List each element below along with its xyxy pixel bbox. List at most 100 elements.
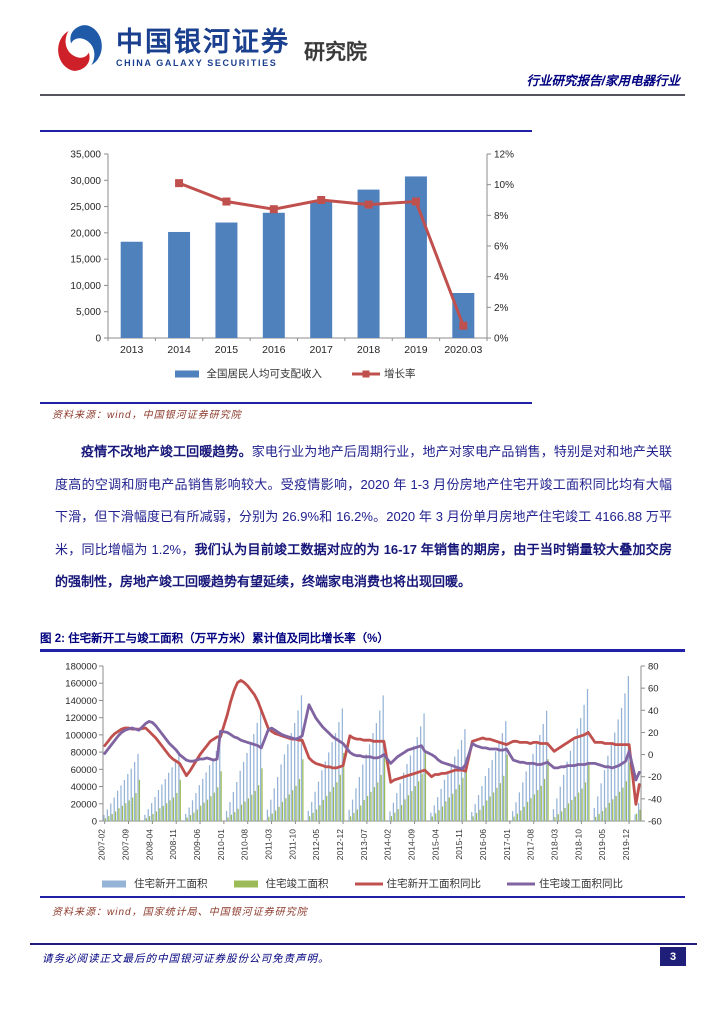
header-divider [40, 94, 685, 96]
svg-text:15,000: 15,000 [70, 255, 101, 266]
legend-item: 增长率 [352, 366, 416, 381]
svg-text:0%: 0% [494, 334, 509, 345]
svg-text:-40: -40 [648, 794, 662, 805]
svg-text:-60: -60 [648, 817, 662, 828]
figure1-bottom-rule [40, 402, 532, 404]
paragraph-emphasis: 我们认为目前竣工数据对应的为 16-17 年销售的期房，由于当时销量较大叠加交房… [55, 541, 672, 590]
figure1-source: 资料来源：wind，中国银河证券研究院 [52, 410, 242, 421]
svg-text:8%: 8% [494, 211, 509, 222]
legend-bar-swatch-icon [174, 370, 199, 377]
svg-text:80000: 80000 [71, 748, 97, 759]
footer-divider [30, 943, 697, 945]
svg-text:100000: 100000 [65, 730, 97, 741]
svg-text:2009-06: 2009-06 [192, 829, 202, 860]
legend-label: 住宅新开工面积同比 [386, 878, 482, 890]
legend-item: 全国居民人均可支配收入 [174, 366, 323, 381]
legend-bar-swatch-icon [102, 880, 126, 887]
svg-text:2019-05: 2019-05 [597, 829, 607, 860]
svg-text:5,000: 5,000 [76, 307, 101, 318]
svg-text:-20: -20 [648, 772, 662, 783]
page-number: 3 [660, 947, 686, 966]
legend-label: 增长率 [384, 368, 416, 380]
figure2-source: 资料来源：wind，国家统计局、中国银河证券研究院 [52, 907, 308, 918]
svg-text:20,000: 20,000 [70, 228, 101, 239]
svg-text:2012-05: 2012-05 [311, 829, 321, 860]
report-type-label: 行业研究报告/家用电器行业 [526, 74, 680, 88]
svg-text:2007-09: 2007-09 [121, 829, 131, 860]
svg-text:60: 60 [648, 684, 659, 695]
body-paragraph: 疫情不改地产竣工回暖趋势。家电行业为地产后周期行业，地产对家电产品销售，特别是对… [55, 436, 672, 599]
svg-text:35,000: 35,000 [70, 150, 101, 161]
svg-text:2007-02: 2007-02 [97, 829, 107, 860]
svg-text:6%: 6% [494, 242, 509, 253]
svg-text:2014-09: 2014-09 [407, 829, 417, 860]
figure2-title-rule [40, 649, 685, 652]
chart2-legend: 住宅新开工面积 住宅竣工面积 住宅新开工面积同比 住宅竣工面积同比 [40, 876, 685, 891]
svg-text:120000: 120000 [65, 713, 97, 724]
legend-label: 住宅竣工面积 [265, 878, 329, 890]
legend-label: 住宅新开工面积 [134, 878, 208, 890]
svg-text:2015-04: 2015-04 [430, 829, 440, 860]
legend-item: 住宅新开工面积同比 [354, 876, 482, 891]
svg-text:2015: 2015 [215, 344, 239, 356]
svg-text:10%: 10% [494, 180, 514, 191]
svg-text:40: 40 [648, 706, 659, 717]
svg-text:2017-08: 2017-08 [526, 829, 536, 860]
legend-line-swatch-icon [352, 370, 380, 377]
legend-item: 住宅竣工面积 [233, 876, 329, 891]
svg-text:80: 80 [648, 662, 659, 673]
svg-text:2011-10: 2011-10 [287, 829, 297, 860]
svg-text:12%: 12% [494, 150, 514, 161]
svg-text:0: 0 [648, 750, 653, 761]
svg-text:20: 20 [648, 728, 659, 739]
galaxy-logo-icon [54, 22, 106, 74]
svg-text:2015-11: 2015-11 [454, 829, 464, 860]
svg-text:2016: 2016 [262, 344, 286, 356]
legend-bar-swatch-icon [233, 880, 258, 887]
svg-text:2011-03: 2011-03 [264, 829, 274, 860]
legend-line-swatch-icon [507, 882, 535, 885]
logo-institute-label: 研究院 [304, 41, 367, 64]
svg-text:30,000: 30,000 [70, 176, 101, 187]
svg-text:2010-01: 2010-01 [216, 829, 226, 860]
svg-text:2013: 2013 [120, 344, 144, 356]
paragraph-body: 家电行业为地产后周期行业，地产对家电产品销售，特别是对和地产关联度高的空调和厨电… [55, 444, 672, 557]
svg-text:2014-02: 2014-02 [383, 829, 393, 860]
housing-area-chart: 0 20000 40000 60000 80000 100000 120000 140000 1… [65, 662, 662, 861]
figure2-title: 图 2: 住宅新开工与竣工面积（万平方米）累计值及同比增长率（%） [40, 633, 389, 645]
legend-item: 住宅新开工面积 [102, 876, 208, 891]
svg-text:10,000: 10,000 [70, 281, 101, 292]
svg-text:0: 0 [92, 817, 97, 828]
svg-text:25,000: 25,000 [70, 202, 101, 213]
svg-text:140000: 140000 [65, 696, 97, 707]
header-logo: 中国银河证券 CHINA GALAXY SECURITIES 研究院 [54, 22, 367, 74]
svg-text:0: 0 [95, 334, 101, 345]
svg-text:20000: 20000 [71, 799, 97, 810]
svg-text:2014: 2014 [167, 344, 191, 356]
chart1-legend: 全国居民人均可支配收入 增长率 [55, 366, 535, 381]
svg-text:2017: 2017 [310, 344, 334, 356]
logo-company-name: 中国银河证券 [116, 26, 290, 57]
legend-line-swatch-icon [354, 882, 383, 885]
svg-text:2016-06: 2016-06 [478, 829, 488, 860]
paragraph-lead: 疫情不改地产竣工回暖趋势。 [81, 444, 252, 459]
svg-text:2019: 2019 [404, 344, 428, 356]
logo-wordmark: 中国银河证券 CHINA GALAXY SECURITIES [116, 26, 290, 68]
legend-item: 住宅竣工面积同比 [507, 876, 623, 891]
legend-label: 全国居民人均可支配收入 [206, 368, 323, 380]
income-growth-chart: 0 5,000 10,000 15,000 20,000 25,000 30,000 35,0… [70, 150, 514, 357]
logo-company-name-en: CHINA GALAXY SECURITIES [116, 57, 278, 68]
svg-text:2012-12: 2012-12 [335, 829, 345, 860]
svg-text:2019-12: 2019-12 [621, 829, 631, 860]
svg-text:180000: 180000 [65, 662, 97, 673]
figure1-top-rule [40, 130, 532, 132]
svg-text:2008-04: 2008-04 [144, 829, 154, 860]
figure2-bottom-rule [40, 896, 685, 898]
legend-label: 住宅竣工面积同比 [539, 878, 623, 890]
svg-text:2010-08: 2010-08 [240, 829, 250, 860]
svg-text:2017-01: 2017-01 [502, 829, 512, 860]
svg-text:40000: 40000 [71, 782, 97, 793]
svg-text:4%: 4% [494, 272, 509, 283]
svg-text:60000: 60000 [71, 765, 97, 776]
